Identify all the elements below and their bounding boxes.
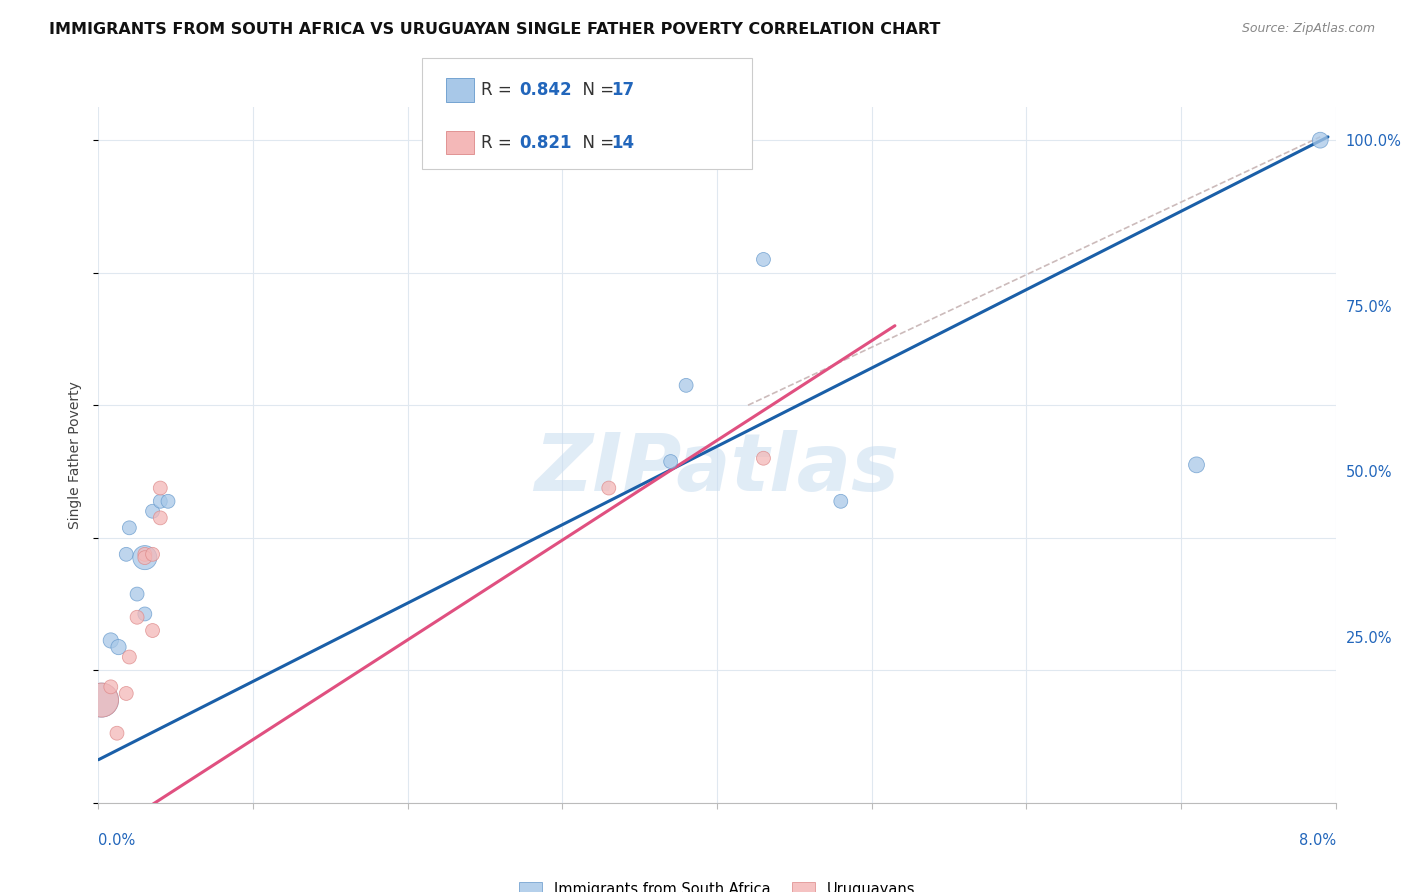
Text: 0.842: 0.842: [519, 81, 571, 99]
Point: [752, 451, 775, 466]
Point: [675, 378, 697, 392]
Point: [134, 547, 156, 561]
Point: [142, 624, 165, 638]
Point: [134, 607, 156, 621]
Point: [100, 680, 122, 694]
Point: [100, 633, 122, 648]
Point: [134, 550, 156, 565]
Point: [157, 494, 180, 508]
Point: [752, 252, 775, 267]
Text: R =: R =: [481, 134, 517, 152]
Point: [149, 511, 172, 525]
Point: [142, 504, 165, 518]
Text: IMMIGRANTS FROM SOUTH AFRICA VS URUGUAYAN SINGLE FATHER POVERTY CORRELATION CHAR: IMMIGRANTS FROM SOUTH AFRICA VS URUGUAYA…: [49, 22, 941, 37]
Text: N =: N =: [572, 134, 620, 152]
Point: [598, 481, 620, 495]
Text: ZIPatlas: ZIPatlas: [534, 430, 900, 508]
Y-axis label: Single Father Poverty: Single Father Poverty: [69, 381, 83, 529]
Point: [1185, 458, 1208, 472]
Text: 0.821: 0.821: [519, 134, 571, 152]
Text: 14: 14: [612, 134, 634, 152]
Point: [142, 547, 165, 561]
Point: [118, 650, 141, 665]
Point: [90, 693, 112, 707]
Point: [127, 587, 149, 601]
Text: N =: N =: [572, 81, 620, 99]
Text: 17: 17: [612, 81, 634, 99]
Point: [118, 521, 141, 535]
Point: [90, 693, 112, 707]
Point: [115, 686, 138, 700]
Point: [115, 547, 138, 561]
Point: [107, 640, 129, 654]
Text: R =: R =: [481, 81, 517, 99]
Point: [830, 494, 852, 508]
Point: [1309, 133, 1331, 147]
Text: Source: ZipAtlas.com: Source: ZipAtlas.com: [1241, 22, 1375, 36]
Point: [134, 550, 156, 565]
Legend: Immigrants from South Africa, Uruguayans: Immigrants from South Africa, Uruguayans: [513, 876, 921, 892]
Point: [149, 494, 172, 508]
Text: 8.0%: 8.0%: [1299, 832, 1336, 847]
Point: [127, 610, 149, 624]
Point: [105, 726, 128, 740]
Point: [659, 454, 682, 468]
Point: [149, 481, 172, 495]
Text: 0.0%: 0.0%: [98, 832, 135, 847]
